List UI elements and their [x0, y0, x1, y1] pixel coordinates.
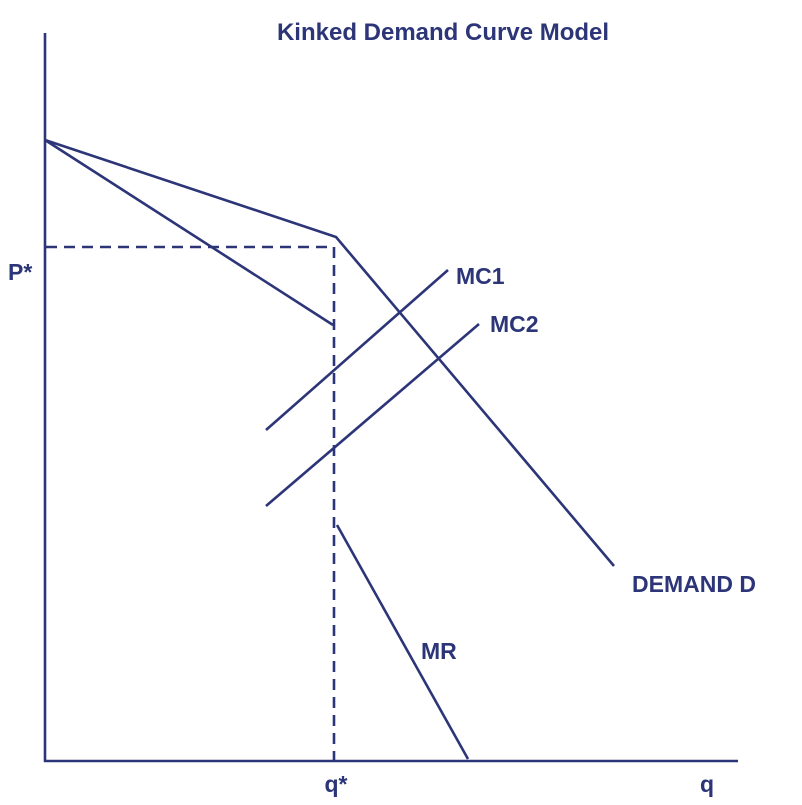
mc1-curve — [265, 269, 449, 431]
mc2-curve — [265, 323, 480, 507]
mc1-label: MC1 — [456, 263, 505, 289]
x-axis-label: q — [700, 771, 714, 797]
mr-upper-segment — [44, 138, 334, 327]
mr-label: MR — [421, 638, 457, 664]
mr-lower-segment — [335, 524, 470, 760]
diagram-title: Kinked Demand Curve Model — [277, 19, 609, 46]
demand-label: DEMAND D — [632, 571, 756, 597]
mc2-label: MC2 — [490, 311, 539, 337]
price-label: P* — [8, 259, 32, 285]
demand-curve — [44, 138, 615, 567]
quantity-label: q* — [325, 771, 348, 797]
